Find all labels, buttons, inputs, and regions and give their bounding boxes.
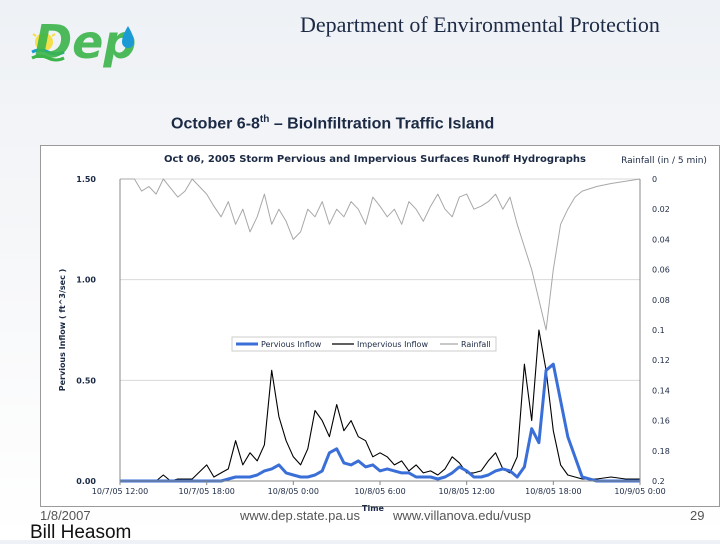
page-number: 29: [690, 508, 705, 523]
subtitle-text: – BioInfiltration Traffic Island: [269, 115, 495, 133]
legend-label-rainfall: Rainfall: [461, 340, 491, 349]
y2-tick-label: 0.08: [652, 296, 670, 305]
x-tick-label: 10/8/05 0:00: [268, 487, 319, 496]
series-line-rainfall: [120, 178, 641, 331]
series-layer: [120, 178, 641, 483]
y2-axis-label: Rainfall (in / 5 min): [621, 156, 707, 166]
y2-tick-label: 0: [652, 175, 657, 184]
subtitle-date: October 6-8: [171, 115, 260, 133]
legend: Pervious Inflow Impervious Inflow Rainfa…: [231, 336, 497, 352]
y2-tick-label: 0.14: [652, 386, 670, 395]
x-tick-label: 10/8/05 18:00: [525, 487, 581, 496]
legend-box: [231, 336, 497, 352]
y-tick-label: 0.50: [76, 376, 96, 385]
slide-subtitle: October 6-8th – BioInfiltration Traffic …: [171, 114, 494, 133]
y2-tick-labels: 0 0.02 0.04 0.06 0.08 0.1 0.12 0.14 0.16 0.18 0.2: [652, 175, 670, 486]
footer-url-dep[interactable]: www.dep.state.pa.us: [240, 508, 360, 523]
x-tick-label: 10/7/05 18:00: [178, 487, 234, 496]
y2-tick-label: 0.04: [652, 235, 670, 244]
plot-area: [120, 179, 640, 481]
series-line-pervious: [120, 362, 640, 483]
subtitle-ordinal: th: [259, 114, 270, 125]
footer-date: 1/8/2007: [40, 508, 91, 523]
y2-tick-label: 0.1: [652, 326, 665, 335]
logo-wordmark: Dep: [34, 15, 136, 68]
x-tick-label: 10/8/05 6:00: [354, 487, 405, 496]
x-tick-labels: 10/7/05 12:00 10/7/05 18:00 10/8/05 0:00 10…: [92, 481, 666, 496]
y2-tick-label: 0.02: [652, 205, 670, 214]
legend-label-pervious: Pervious Inflow: [261, 340, 322, 349]
chart-title: Oct 06, 2005 Storm Pervious and Impervio…: [164, 154, 586, 165]
y-tick-label: 0.00: [76, 477, 96, 486]
hydrograph-chart: 0.00 0.50 1.00 1.50 0 0.02 0.04 0.06 0.08 0.1 0.1…: [40, 145, 720, 513]
y2-tick-label: 0.16: [652, 417, 670, 426]
y2-tick-label: 0.12: [652, 356, 670, 365]
x-axis-label: Time: [362, 504, 385, 513]
y2-tick-label: 0.18: [652, 447, 670, 456]
y-tick-label: 1.00: [76, 276, 96, 285]
dep-logo: Dep: [31, 15, 136, 68]
organization-title: Department of Environmental Protection: [300, 12, 660, 37]
y-axis-label: Pervious Inflow ( ft^3/sec ): [58, 269, 67, 392]
y2-tick-label: 0.2: [652, 477, 665, 486]
x-tick-label: 10/9/05 0:00: [614, 487, 665, 496]
series-line-impervious: [120, 329, 640, 482]
y-tick-labels: 0.00 0.50 1.00 1.50: [76, 175, 96, 486]
footer-url-villanova[interactable]: www.villanova.edu/vusp: [393, 508, 532, 523]
x-tick-label: 10/7/05 12:00: [92, 487, 148, 496]
y-tick-label: 1.50: [76, 175, 96, 184]
author-name: Bill Heasom: [30, 522, 132, 543]
x-tick-label: 10/8/05 12:00: [438, 487, 494, 496]
legend-label-impervious: Impervious Inflow: [357, 340, 428, 349]
y2-tick-label: 0.06: [652, 266, 670, 275]
